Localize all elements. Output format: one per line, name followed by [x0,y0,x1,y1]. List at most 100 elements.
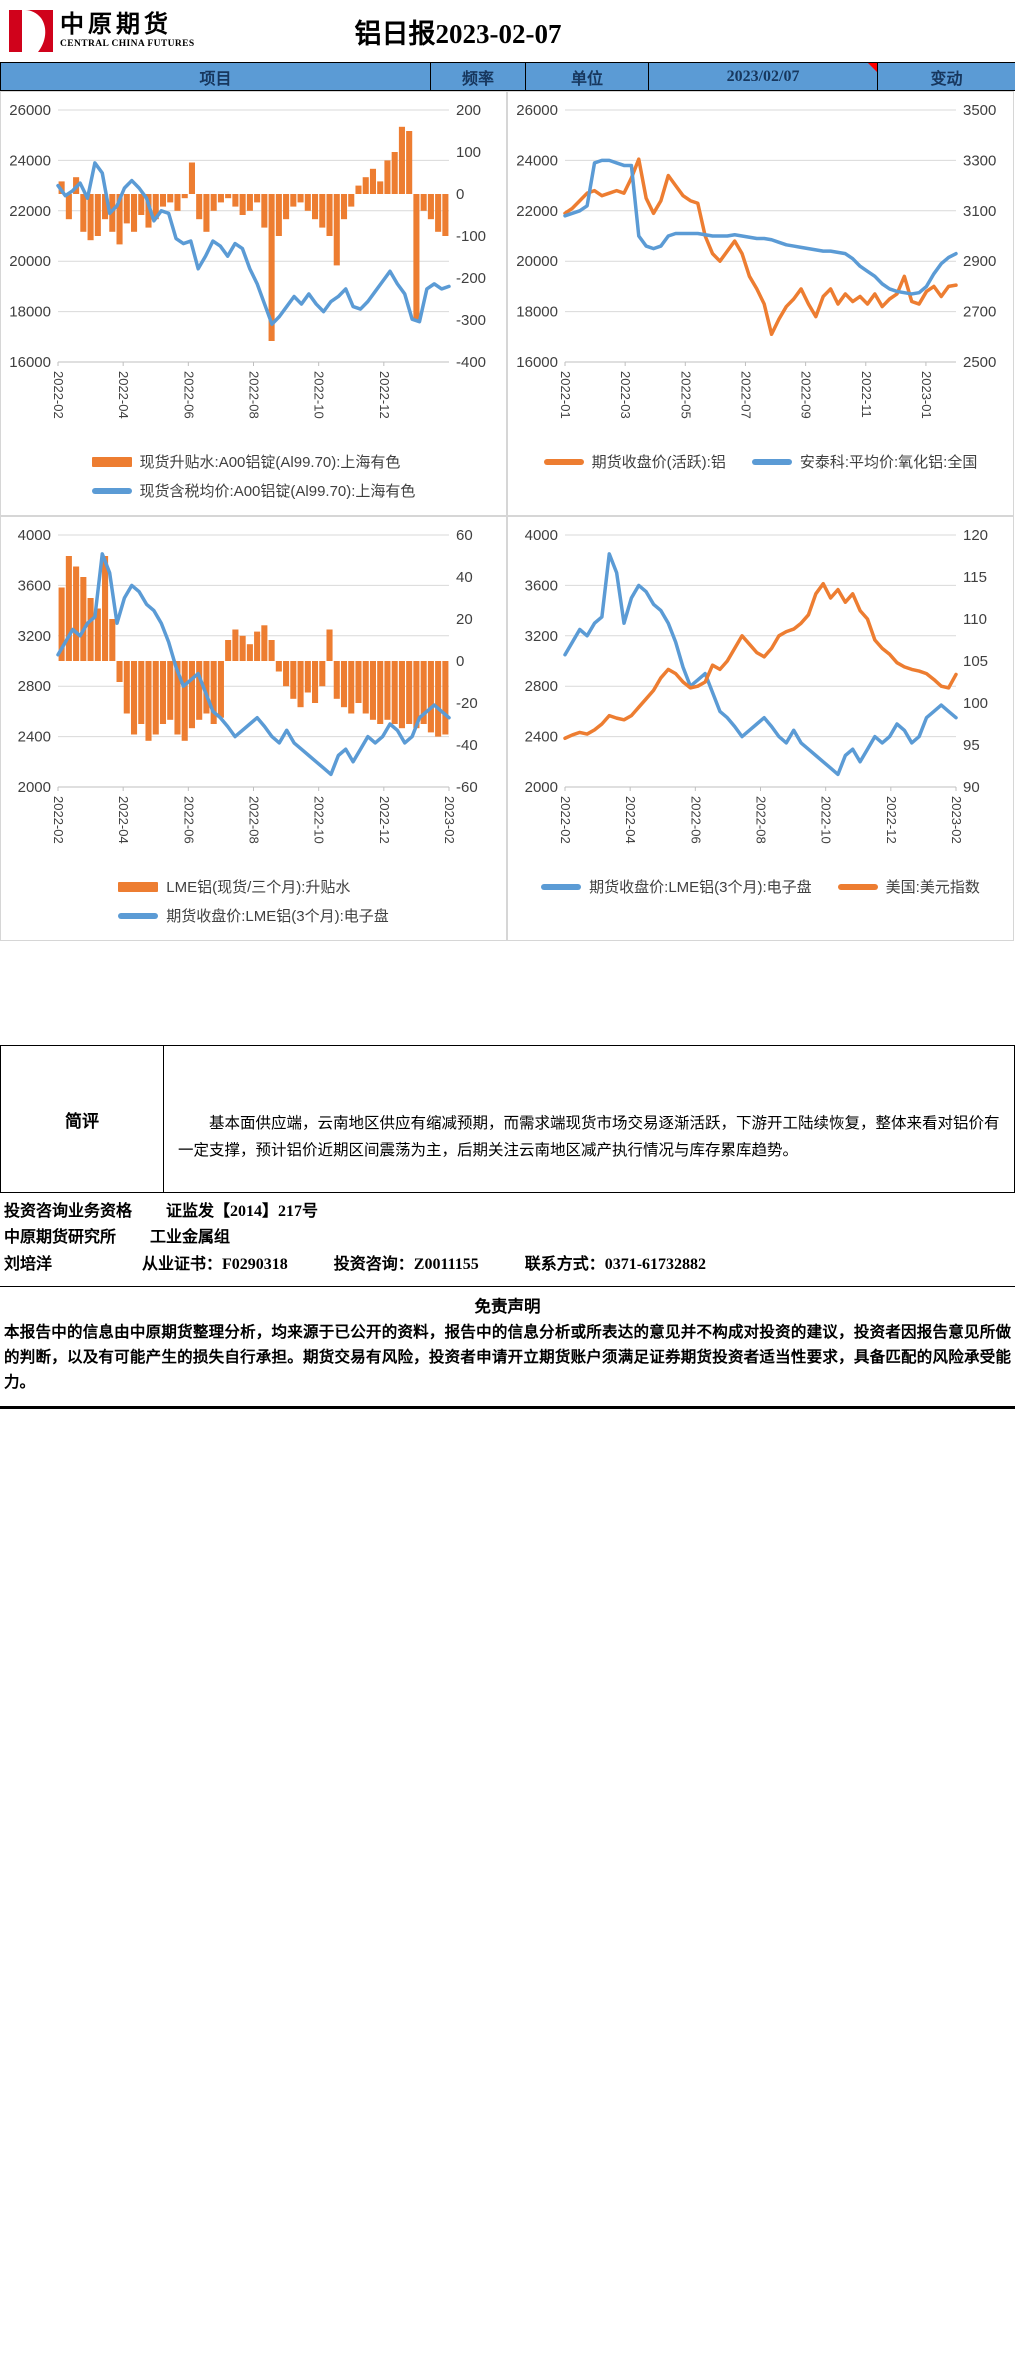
chart-spot-premium-vs-price: 26000 24000 22000 20000 18000 16000 200 100 0 -10… [0,91,507,516]
svg-text:-400: -400 [456,354,486,371]
svg-text:2022-05: 2022-05 [678,371,693,419]
legend-swatch-bar [91,456,132,467]
table-header-row: 项目 频率 单位 2023/02/07 变动 [0,62,1015,91]
company-logo: 中原期货 CENTRAL CHINA FUTURES [8,8,223,54]
svg-text:-60: -60 [456,779,478,796]
price-table: 项目 频率 单位 2023/02/07 变动 [0,62,1015,91]
svg-text:3600: 3600 [525,577,558,594]
svg-text:115: 115 [963,569,987,586]
svg-text:95: 95 [963,737,980,754]
credentials-line-qualification: 投资咨询业务资格 证监发【2014】217号 [4,1199,1011,1225]
report-title: 铝日报2023-02-07 [354,18,562,49]
svg-text:0: 0 [456,186,464,203]
svg-text:2000: 2000 [18,779,51,796]
logo-company-name-en: CENTRAL CHINA FUTURES [60,38,195,49]
legend-label: 现货升贴水:A00铝锭(Al99.70):上海有色 [139,454,401,471]
svg-text:4000: 4000 [525,527,558,544]
legend-label: 期货收盘价(活跃):铝 [591,454,726,471]
svg-text:26000: 26000 [516,102,558,119]
svg-text:2022-09: 2022-09 [799,371,814,419]
report-header: 中原期货 CENTRAL CHINA FUTURES 铝日报2023-02-07 [0,0,1015,62]
futures-close-vs-alumina-legend: 期货收盘价(活跃):铝 安泰科:平均价:氧化铝:全国 [508,451,1013,472]
legend-item: 期货收盘价:LME铝(3个月):电子盘 [541,876,812,897]
lme-price-vs-usd-index-legend: 期货收盘价:LME铝(3个月):电子盘 美国:美元指数 [508,876,1013,897]
spot-premium-vs-price-plot: 26000 24000 22000 20000 18000 16000 200 100 0 -10… [9,102,486,419]
svg-text:2900: 2900 [963,253,996,270]
svg-text:2022-12: 2022-12 [884,796,899,844]
svg-text:26000: 26000 [9,102,51,119]
title-wrap: 铝日报2023-02-07 [223,12,693,51]
analyst-name: 刘培洋 [4,1255,53,1273]
svg-text:2022-08: 2022-08 [247,371,262,419]
comment-text: 基本面供应端，云南地区供应有缩减预期，而需求端现货市场交易逐渐活跃，下游开工陆续… [178,1115,1000,1160]
legend-label: 现货含税均价:A00铝锭(Al99.70):上海有色 [139,483,416,500]
svg-text:2022-12: 2022-12 [377,796,392,844]
comment-section: 简评 基本面供应端，云南地区供应有缩减预期，而需求端现货市场交易逐渐活跃，下游开… [0,1045,1015,1193]
svg-text:2022-10: 2022-10 [312,371,327,419]
svg-text:24000: 24000 [516,152,558,169]
svg-text:22000: 22000 [516,203,558,220]
legend-swatch-line [751,458,792,465]
svg-text:120: 120 [963,527,988,544]
charts-grid: 26000 24000 22000 20000 18000 16000 200 100 0 -10… [0,91,1015,941]
svg-text:2023-02: 2023-02 [949,796,964,844]
svg-text:2022-11: 2022-11 [859,371,874,418]
svg-text:2022-08: 2022-08 [754,796,769,844]
svg-text:2022-06: 2022-06 [688,796,703,844]
svg-text:110: 110 [963,611,987,628]
svg-text:2022-04: 2022-04 [116,796,131,844]
svg-text:100: 100 [456,144,481,161]
svg-text:100: 100 [963,695,988,712]
legend-item: 现货含税均价:A00铝锭(Al99.70):上海有色 [91,480,416,501]
disclaimer-text: 本报告中的信息由中原期货整理分析，均来源于已公开的资料，报告中的信息分析或所表达… [4,1324,1011,1391]
svg-text:2800: 2800 [525,678,558,695]
svg-text:-200: -200 [456,270,486,287]
svg-text:24000: 24000 [9,152,51,169]
svg-text:20: 20 [456,611,473,628]
company-logo-text: 中原期货 CENTRAL CHINA FUTURES [60,13,195,50]
analyst-contact: 联系方式：0371-61732882 [524,1255,707,1273]
svg-text:2000: 2000 [525,779,558,796]
svg-text:2023-01: 2023-01 [919,371,934,419]
svg-text:200: 200 [456,102,481,119]
legend-swatch-line [91,487,132,494]
legend-label: 期货收盘价:LME铝(3个月):电子盘 [166,908,389,925]
analyst-cert: 从业证书：F0290318 [142,1255,288,1273]
company-logo-mark [9,10,53,52]
legend-label: 安泰科:平均价:氧化铝:全国 [799,454,978,471]
svg-text:16000: 16000 [516,354,558,371]
lme-premium-vs-price-plot: 4000 3600 3200 2800 2400 2000 60 40 20 0 -20 -40 -60… [18,527,478,844]
comment-marker-icon [868,63,877,72]
svg-text:20000: 20000 [9,253,51,270]
svg-text:2022-02: 2022-02 [51,371,66,419]
legend-swatch-line [543,458,584,465]
futures-close-vs-alumina-plot: 26000 24000 22000 20000 18000 16000 3500 3300 31… [516,102,996,419]
legend-item: 美国:美元指数 [837,876,980,897]
svg-text:2022-06: 2022-06 [181,796,196,844]
logo-company-name: 中原期货 [60,11,172,38]
svg-text:40: 40 [456,569,473,586]
svg-text:2022-06: 2022-06 [181,371,196,419]
svg-text:2022-04: 2022-04 [623,796,638,844]
disclaimer-section: 免责声明 本报告中的信息由中原期货整理分析，均来源于已公开的资料，报告中的信息分… [0,1287,1015,1409]
legend-swatch-line [837,883,878,890]
chart-lme-premium-vs-price: 4000 3600 3200 2800 2400 2000 60 40 20 0 -20 -40 -60… [0,516,507,941]
svg-text:2022-12: 2022-12 [377,371,392,419]
legend-item: 期货收盘价:LME铝(3个月):电子盘 [118,905,389,926]
lme-price-vs-usd-index-plot: 4000 3600 3200 2800 2400 2000 120 115 110 105 100 9… [525,527,988,844]
svg-text:2022-08: 2022-08 [247,796,262,844]
chart-lme-price-vs-usd-index: 4000 3600 3200 2800 2400 2000 120 115 110 105 100 9… [507,516,1014,941]
svg-text:3300: 3300 [963,152,996,169]
svg-text:2022-04: 2022-04 [116,371,131,419]
spot-premium-vs-price-legend: 现货升贴水:A00铝锭(Al99.70):上海有色 现货含税均价:A00铝锭(Al… [91,451,416,501]
qualification-label: 投资咨询业务资格 [4,1203,133,1220]
col-header-item: 项目 [0,62,432,91]
svg-text:2400: 2400 [525,729,558,746]
svg-text:3200: 3200 [525,628,558,645]
svg-text:-20: -20 [456,695,478,712]
svg-text:3500: 3500 [963,102,996,119]
svg-text:3100: 3100 [963,203,996,220]
svg-text:2022-02: 2022-02 [51,796,66,844]
legend-label: LME铝(现货/三个月):升贴水 [166,879,351,896]
disclaimer-title: 免责声明 [474,1297,541,1317]
